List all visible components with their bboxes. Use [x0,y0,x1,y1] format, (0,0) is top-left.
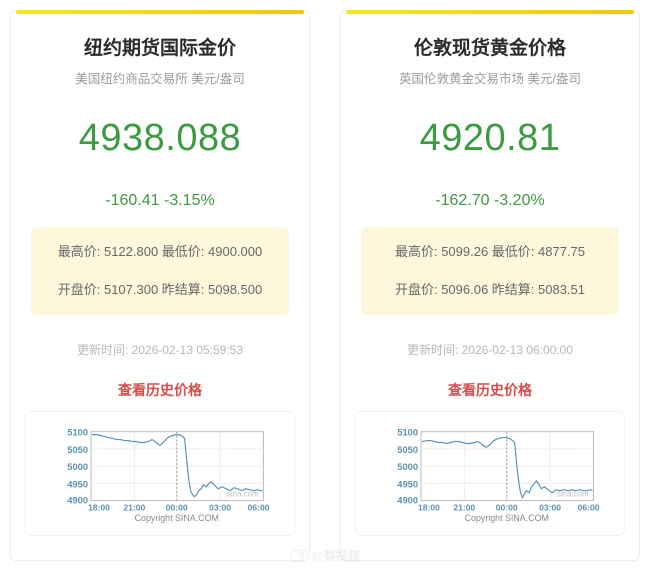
svg-text:Copyright SINA.COM: Copyright SINA.COM [135,513,219,523]
svg-text:5100: 5100 [67,428,88,438]
svg-text:5050: 5050 [397,445,418,455]
svg-text:00:00: 00:00 [496,502,518,512]
svg-text:00:00: 00:00 [166,502,188,512]
svg-text:4950: 4950 [397,479,418,489]
svg-text:4900: 4900 [397,496,418,506]
svg-text:03:00: 03:00 [209,502,231,512]
svg-text:5100: 5100 [397,428,418,438]
svg-text:21:00: 21:00 [123,502,145,512]
svg-text:21:00: 21:00 [453,502,475,512]
svg-text:5000: 5000 [397,462,418,472]
svg-text:Copyright SINA.COM: Copyright SINA.COM [465,513,549,523]
svg-text:18:00: 18:00 [88,502,110,512]
svg-text:4900: 4900 [67,496,88,506]
svg-text:5000: 5000 [67,462,88,472]
svg-text:4950: 4950 [67,479,88,489]
svg-text:06:00: 06:00 [248,502,270,512]
svg-text:06:00: 06:00 [578,502,600,512]
svg-text:18:00: 18:00 [418,502,440,512]
svg-text:03:00: 03:00 [539,502,561,512]
svg-text:5050: 5050 [67,445,88,455]
